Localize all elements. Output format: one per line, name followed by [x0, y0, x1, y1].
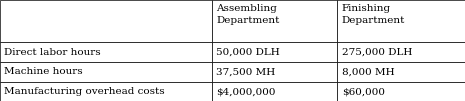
Bar [337, 62, 465, 82]
Text: 8,000 MH: 8,000 MH [342, 67, 394, 76]
Bar [0, 42, 212, 62]
Bar [337, 0, 465, 42]
Bar [337, 42, 465, 62]
Bar [212, 0, 337, 42]
Text: $60,000: $60,000 [342, 87, 385, 96]
Bar [0, 0, 212, 42]
Text: Machine hours: Machine hours [4, 67, 82, 76]
Bar [0, 62, 212, 82]
Text: 37,500 MH: 37,500 MH [216, 67, 275, 76]
Text: Finishing
Department: Finishing Department [342, 4, 405, 25]
Text: Direct labor hours: Direct labor hours [4, 48, 100, 57]
Text: Assembling
Department: Assembling Department [216, 4, 279, 25]
Bar [212, 42, 337, 62]
Text: 275,000 DLH: 275,000 DLH [342, 48, 412, 57]
Bar [212, 62, 337, 82]
Bar [337, 82, 465, 101]
Text: Manufacturing overhead costs: Manufacturing overhead costs [4, 87, 164, 96]
Bar [212, 82, 337, 101]
Text: 50,000 DLH: 50,000 DLH [216, 48, 280, 57]
Text: $4,000,000: $4,000,000 [216, 87, 276, 96]
Bar [0, 82, 212, 101]
